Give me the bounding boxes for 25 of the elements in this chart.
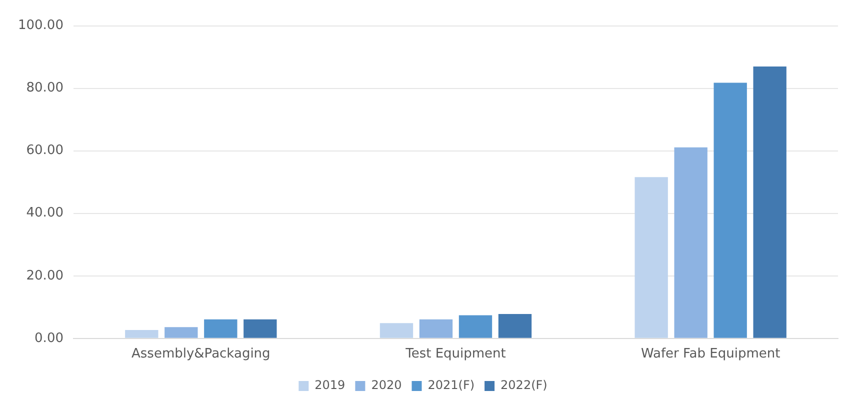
legend-label: 2020 bbox=[371, 378, 402, 392]
bar bbox=[714, 82, 747, 338]
legend-label: 2019 bbox=[314, 378, 346, 392]
legend-label: 2022(F) bbox=[500, 378, 548, 392]
bar bbox=[458, 315, 492, 338]
x-tick-label: Assembly&Packaging bbox=[132, 346, 270, 362]
y-tick-label: 20.00 bbox=[26, 268, 64, 284]
bar bbox=[164, 327, 198, 338]
bar bbox=[244, 319, 277, 338]
y-tick-label: 0.00 bbox=[34, 330, 64, 346]
bar bbox=[498, 314, 532, 338]
bar bbox=[204, 319, 238, 338]
x-tick-label: Wafer Fab Equipment bbox=[640, 346, 780, 362]
bar bbox=[125, 330, 158, 338]
legend-label: 2021(F) bbox=[428, 378, 475, 392]
x-tick-label: Test Equipment bbox=[404, 346, 506, 362]
bar bbox=[634, 177, 668, 338]
bar bbox=[380, 323, 414, 338]
bar bbox=[753, 66, 786, 338]
y-tick-label: 100.00 bbox=[18, 18, 64, 34]
y-tick-label: 60.00 bbox=[26, 143, 64, 158]
bar bbox=[419, 319, 453, 338]
y-tick-label: 40.00 bbox=[26, 206, 64, 221]
y-tick-label: 80.00 bbox=[26, 80, 64, 96]
bar bbox=[674, 147, 708, 338]
